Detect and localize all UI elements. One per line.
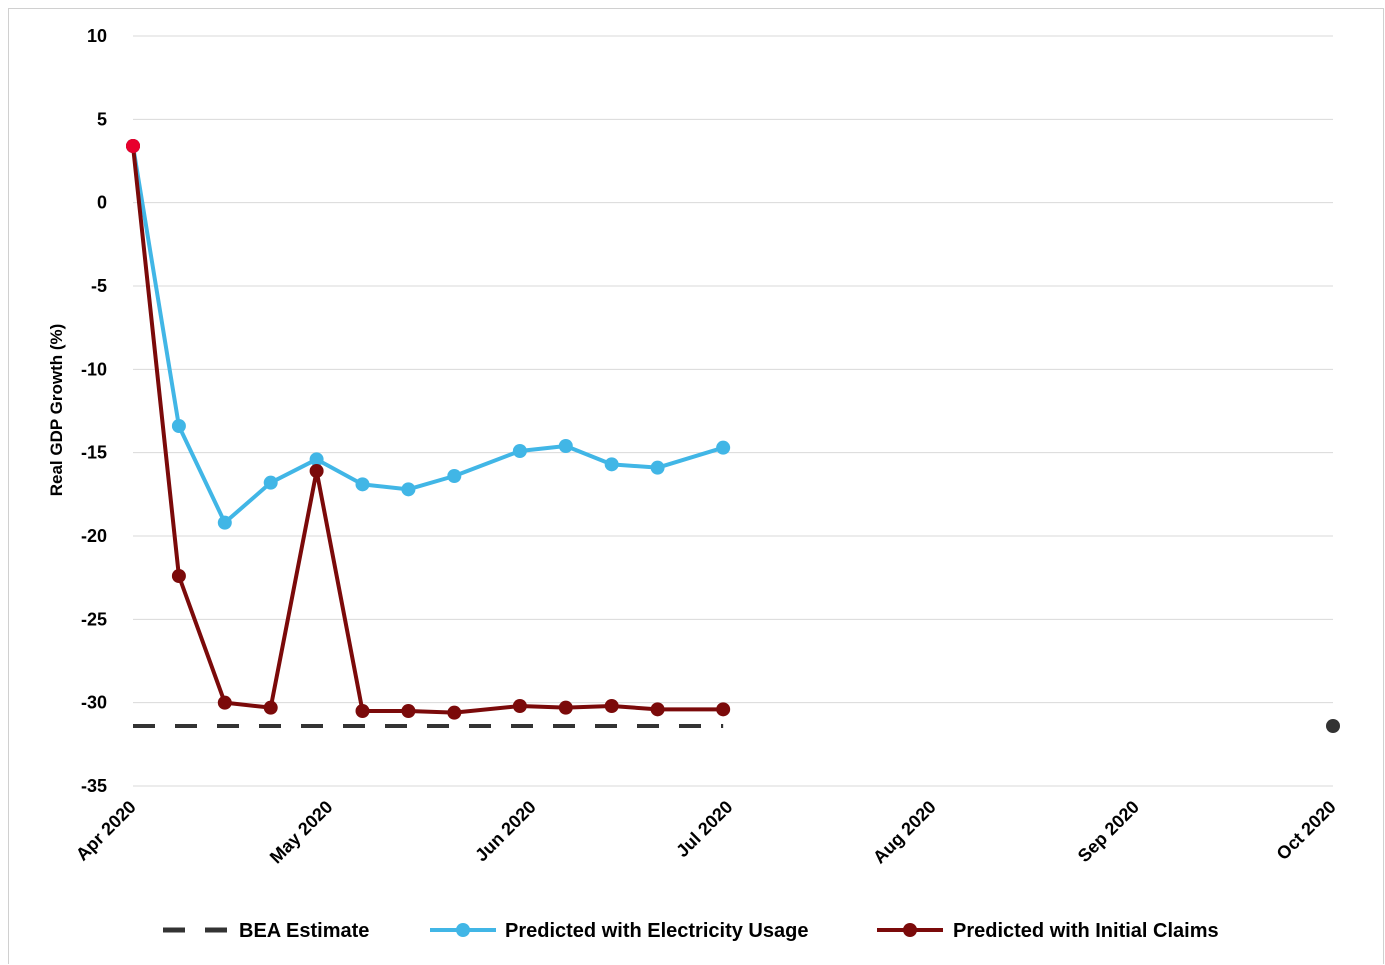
- y-tick-label: -30: [81, 693, 107, 713]
- y-tick-label: -15: [81, 443, 107, 463]
- data-point-electricity: [401, 482, 416, 497]
- x-tick-label: Jun 2020: [471, 797, 540, 866]
- x-axis-ticks: Apr 2020 May 2020 Jun 2020 Jul 2020 Aug 2020…: [72, 797, 1340, 868]
- y-tick-label: -25: [81, 609, 107, 629]
- data-point-electricity: [650, 460, 665, 475]
- legend-label-claims: Predicted with Initial Claims: [953, 920, 1219, 942]
- x-tick-label: Aug 2020: [869, 797, 940, 868]
- data-point-electricity: [716, 440, 731, 455]
- highlight-point: [1326, 719, 1340, 733]
- series-line-claims: [131, 145, 724, 715]
- legend-marker-electricity: [456, 923, 470, 937]
- data-point-claims: [217, 695, 232, 710]
- data-point-claims: [716, 702, 731, 717]
- y-axis-ticks: 10 5 0 -5 -10 -15 -20 -25 -30 -35: [81, 26, 107, 796]
- x-tick-label: Oct 2020: [1273, 797, 1340, 864]
- gridlines: [133, 35, 1333, 787]
- y-tick-label: -5: [91, 276, 107, 296]
- legend: BEA Estimate Predicted with Electricity U…: [163, 920, 1219, 942]
- chart-frame: [8, 8, 1384, 964]
- y-tick-label: 0: [97, 193, 107, 213]
- y-tick-label: -20: [81, 526, 107, 546]
- x-tick-label: Sep 2020: [1074, 797, 1143, 866]
- highlight-point: [126, 139, 140, 153]
- y-tick-label: -35: [81, 776, 107, 796]
- series-group: [126, 139, 1340, 733]
- y-tick-label: 5: [97, 109, 107, 129]
- x-tick-label: May 2020: [266, 797, 337, 868]
- data-point-claims: [650, 702, 665, 717]
- data-point-claims: [263, 700, 278, 715]
- legend-label-bea: BEA Estimate: [239, 920, 369, 942]
- data-point-claims: [309, 464, 324, 478]
- data-point-claims: [171, 569, 186, 583]
- data-point-electricity: [355, 477, 370, 492]
- data-point-claims: [447, 705, 462, 720]
- data-point-claims: [604, 699, 619, 713]
- y-tick-label: 10: [87, 26, 107, 46]
- data-point-claims: [512, 699, 527, 713]
- data-point-electricity: [447, 469, 462, 483]
- data-point-claims: [401, 704, 416, 718]
- data-point-electricity: [171, 419, 186, 433]
- x-tick-label: Jul 2020: [672, 797, 736, 861]
- y-axis-label: Real GDP Growth (%): [47, 324, 66, 497]
- y-tick-label: -10: [81, 359, 107, 379]
- data-point-electricity: [558, 439, 573, 453]
- data-point-electricity: [512, 444, 527, 458]
- legend-label-electricity: Predicted with Electricity Usage: [505, 920, 808, 942]
- x-tick-label: Apr 2020: [72, 797, 140, 865]
- data-point-claims: [355, 704, 370, 718]
- data-point-claims: [558, 700, 573, 715]
- data-point-electricity: [309, 452, 324, 467]
- legend-marker-claims: [903, 923, 917, 937]
- data-point-electricity: [217, 515, 232, 530]
- data-point-electricity: [604, 457, 619, 472]
- data-point-electricity: [263, 475, 278, 490]
